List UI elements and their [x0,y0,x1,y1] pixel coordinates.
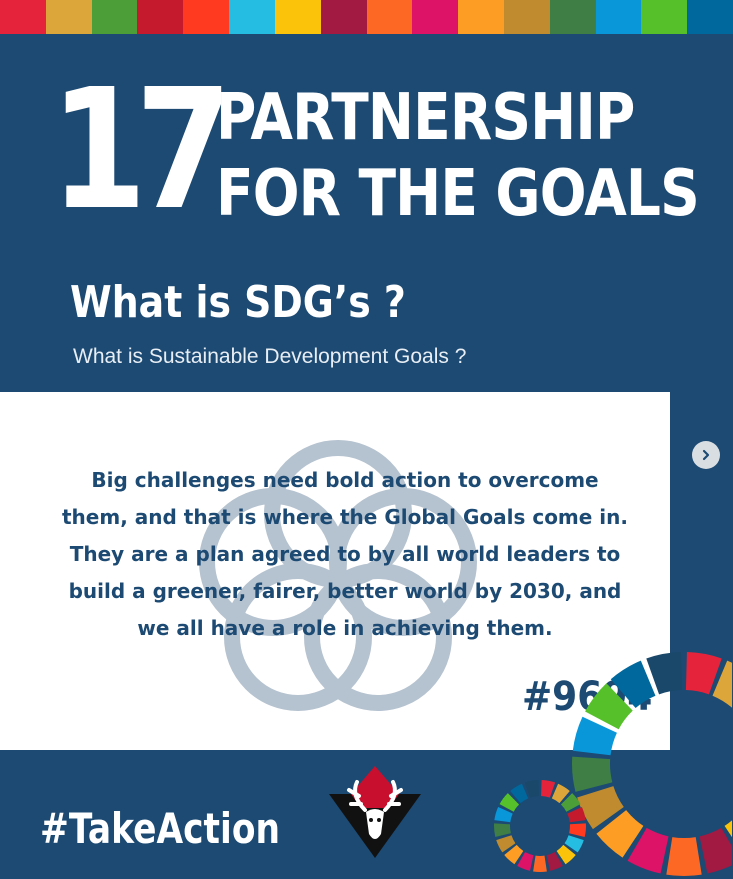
sdg-wheel-small-icon [494,780,586,872]
wheel-segment [585,683,633,730]
wheel-segment [724,820,732,838]
content-card: Big challenges need bold action to overc… [0,392,670,750]
wheel-segment [524,780,539,798]
wheel-segment [666,837,702,876]
color-bar-segment [458,0,504,34]
color-bar-segment [183,0,230,34]
wheel-segment [551,783,570,804]
color-bar-segment [137,0,184,34]
color-bar-segment [0,0,46,34]
goal-title: PARTNERSHIP FOR THE GOALS [216,80,700,232]
sdg-color-bar [0,0,733,34]
wheel-segment [572,716,617,756]
color-bar-segment [274,0,321,34]
wheel-segment [510,783,529,804]
wheel-segment [596,810,644,858]
color-bar-segment [549,0,596,34]
wheel-segment [533,855,547,872]
wheel-segment [496,835,516,853]
take-action-hashtag: #TakeAction [40,804,281,853]
wheel-segment [646,652,683,695]
wheel-segment [504,844,524,865]
color-bar-segment [45,0,92,34]
card-body-text: Big challenges need bold action to overc… [62,468,628,640]
what-is-sdg-subheading: What is Sustainable Development Goals ? [73,345,467,368]
wheel-segment [541,780,556,798]
wheel-segment [517,852,534,871]
wheel-segment [567,806,586,823]
wheel-segment [577,786,624,830]
color-bar-segment [366,0,413,34]
color-bar-segment [687,0,733,34]
color-bar-segment [320,0,367,34]
wheel-segment [712,660,732,708]
deer-head-icon [329,766,421,858]
wheel-segment [627,827,669,874]
wheel-segment [556,844,576,865]
wheel-segment [685,652,722,695]
sdg-wheel-icon [572,652,732,876]
color-bar-segment [229,0,275,34]
color-bar-segment [503,0,550,34]
sdg-flower-icon [199,440,477,711]
wheel-segment [560,793,581,812]
color-bar-segment [91,0,138,34]
wheel-segment [546,852,563,871]
what-is-sdg-heading: What is SDG’s ? [70,277,406,328]
wheel-segment [569,823,586,838]
color-bar-segment [641,0,688,34]
next-button[interactable] [692,441,720,469]
wheel-segment [494,806,513,823]
wheel-segment [572,756,613,792]
wheel-segment [494,823,511,838]
wheel-segment [564,835,584,853]
wheel-segment [699,827,732,874]
goal-title-line2: FOR THE GOALS [216,157,700,231]
chevron-right-icon [702,449,710,461]
color-bar-segment [412,0,459,34]
wheel-segment [499,793,520,812]
goal-title-line1: PARTNERSHIP [216,81,635,155]
wheel-segment [610,660,656,709]
goal-number: 17 [50,54,232,247]
color-bar-segment [595,0,642,34]
